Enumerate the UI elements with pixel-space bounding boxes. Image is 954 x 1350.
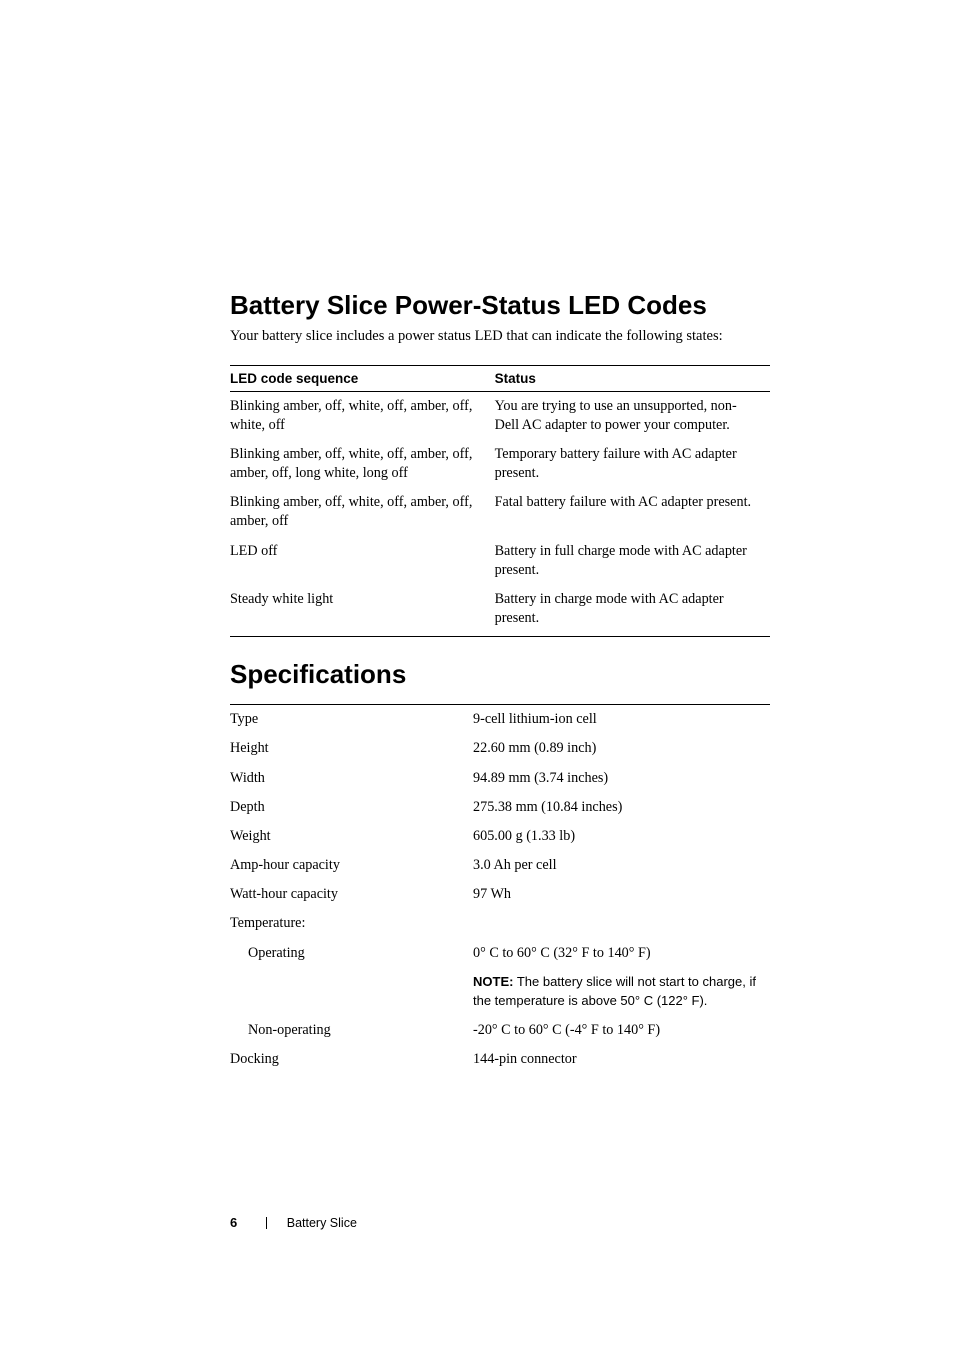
table-row: Docking 144-pin connector (230, 1045, 770, 1074)
spec-key: Depth (230, 793, 473, 822)
spec-key: Width (230, 764, 473, 793)
note-label: NOTE: (473, 974, 513, 989)
table-row: Temperature: (230, 909, 770, 938)
cell-status: Temporary battery failure with AC adapte… (495, 440, 770, 488)
specifications-table: Type 9-cell lithium-ion cell Height 22.6… (230, 704, 770, 1074)
spec-value: 97 Wh (473, 880, 770, 909)
footer-section-label: Battery Slice (287, 1216, 357, 1230)
note-text: The battery slice will not start to char… (473, 974, 756, 1008)
table-row: Type 9-cell lithium-ion cell (230, 705, 770, 735)
spec-key: Docking (230, 1045, 473, 1074)
cell-status: Battery in charge mode with AC adapter p… (495, 585, 770, 637)
cell-led-sequence: Steady white light (230, 585, 495, 637)
spec-value: 9-cell lithium-ion cell (473, 705, 770, 735)
table-row: Weight 605.00 g (1.33 lb) (230, 822, 770, 851)
spec-key: Non-operating (230, 1016, 473, 1045)
table-row: NOTE: The battery slice will not start t… (230, 968, 770, 1016)
spec-key: Watt-hour capacity (230, 880, 473, 909)
table-row: Depth 275.38 mm (10.84 inches) (230, 793, 770, 822)
table-row: Width 94.89 mm (3.74 inches) (230, 764, 770, 793)
spec-key-empty (230, 968, 473, 1016)
spec-key: Amp-hour capacity (230, 851, 473, 880)
page-footer: 6 Battery Slice (230, 1215, 357, 1231)
page-number: 6 (230, 1215, 237, 1230)
footer-separator-icon (266, 1217, 267, 1229)
cell-led-sequence: LED off (230, 537, 495, 585)
intro-paragraph: Your battery slice includes a power stat… (230, 327, 770, 347)
cell-status: Fatal battery failure with AC adapter pr… (495, 488, 770, 536)
table-row: Blinking amber, off, white, off, amber, … (230, 488, 770, 536)
cell-led-sequence: Blinking amber, off, white, off, amber, … (230, 488, 495, 536)
spec-value: 22.60 mm (0.89 inch) (473, 734, 770, 763)
cell-led-sequence: Blinking amber, off, white, off, amber, … (230, 391, 495, 440)
spec-value: 144-pin connector (473, 1045, 770, 1074)
spec-value: 0° C to 60° C (32° F to 140° F) (473, 939, 770, 968)
spec-value: 3.0 Ah per cell (473, 851, 770, 880)
spec-key: Weight (230, 822, 473, 851)
th-status: Status (495, 365, 770, 391)
cell-status: Battery in full charge mode with AC adap… (495, 537, 770, 585)
spec-key: Height (230, 734, 473, 763)
spec-key: Temperature: (230, 909, 473, 938)
table-row: Watt-hour capacity 97 Wh (230, 880, 770, 909)
heading-led-codes: Battery Slice Power-Status LED Codes (230, 290, 770, 321)
table-row: Height 22.60 mm (0.89 inch) (230, 734, 770, 763)
spec-key: Type (230, 705, 473, 735)
cell-status: You are trying to use an unsupported, no… (495, 391, 770, 440)
led-codes-table: LED code sequence Status Blinking amber,… (230, 365, 770, 638)
spec-value: 275.38 mm (10.84 inches) (473, 793, 770, 822)
spec-value: 605.00 g (1.33 lb) (473, 822, 770, 851)
spec-note: NOTE: The battery slice will not start t… (473, 968, 770, 1016)
table-row: Blinking amber, off, white, off, amber, … (230, 440, 770, 488)
content-area: Battery Slice Power-Status LED Codes You… (230, 290, 770, 1075)
spec-value (473, 909, 770, 938)
spec-value: 94.89 mm (3.74 inches) (473, 764, 770, 793)
heading-specifications: Specifications (230, 659, 770, 690)
table-row: Steady white light Battery in charge mod… (230, 585, 770, 637)
table-row: Blinking amber, off, white, off, amber, … (230, 391, 770, 440)
spec-value: -20° C to 60° C (-4° F to 140° F) (473, 1016, 770, 1045)
table-header-row: LED code sequence Status (230, 365, 770, 391)
cell-led-sequence: Blinking amber, off, white, off, amber, … (230, 440, 495, 488)
spec-key: Operating (230, 939, 473, 968)
table-row: Operating 0° C to 60° C (32° F to 140° F… (230, 939, 770, 968)
th-led-sequence: LED code sequence (230, 365, 495, 391)
table-row: LED off Battery in full charge mode with… (230, 537, 770, 585)
page: Battery Slice Power-Status LED Codes You… (0, 0, 954, 1350)
table-row: Amp-hour capacity 3.0 Ah per cell (230, 851, 770, 880)
table-row: Non-operating -20° C to 60° C (-4° F to … (230, 1016, 770, 1045)
